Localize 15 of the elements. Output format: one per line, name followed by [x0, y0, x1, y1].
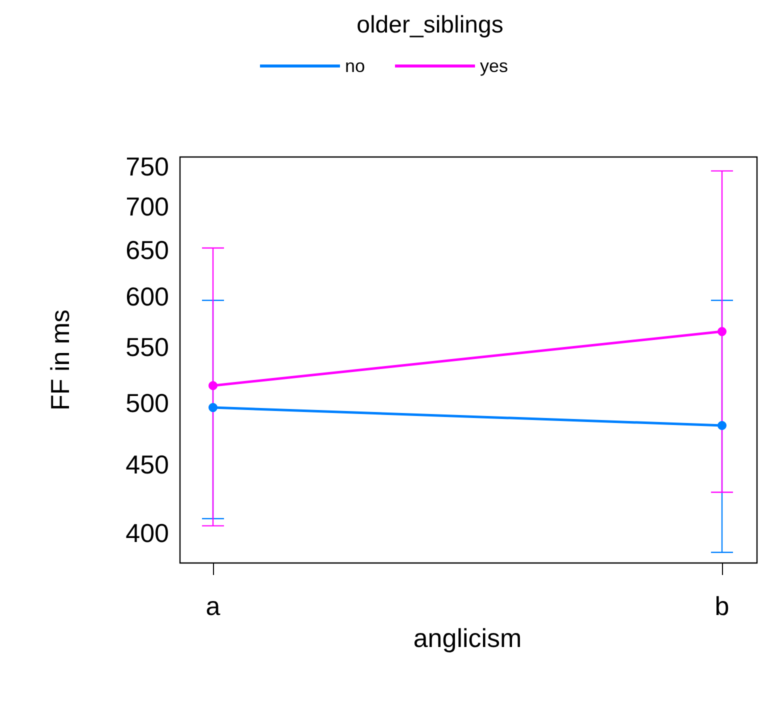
y-tick-label: 450 — [126, 449, 169, 480]
y-axis-title: FF in ms — [45, 309, 75, 411]
x-tick-label: b — [714, 591, 730, 621]
legend-label: yes — [480, 56, 508, 76]
legend-title: older_siblings — [356, 12, 504, 38]
y-tick-label: 700 — [126, 192, 169, 222]
y-tick-label: 600 — [126, 281, 169, 312]
x-tick-label: a — [206, 591, 221, 621]
y-tick-label: 650 — [126, 234, 169, 265]
y-tick-label: 500 — [126, 388, 169, 418]
legend-label: no — [344, 56, 366, 76]
y-tick-label: 750 — [126, 151, 169, 182]
y-tick-label: 400 — [126, 518, 169, 548]
y-tick-label: 550 — [126, 332, 169, 362]
x-axis-title: anglicism — [413, 623, 522, 653]
